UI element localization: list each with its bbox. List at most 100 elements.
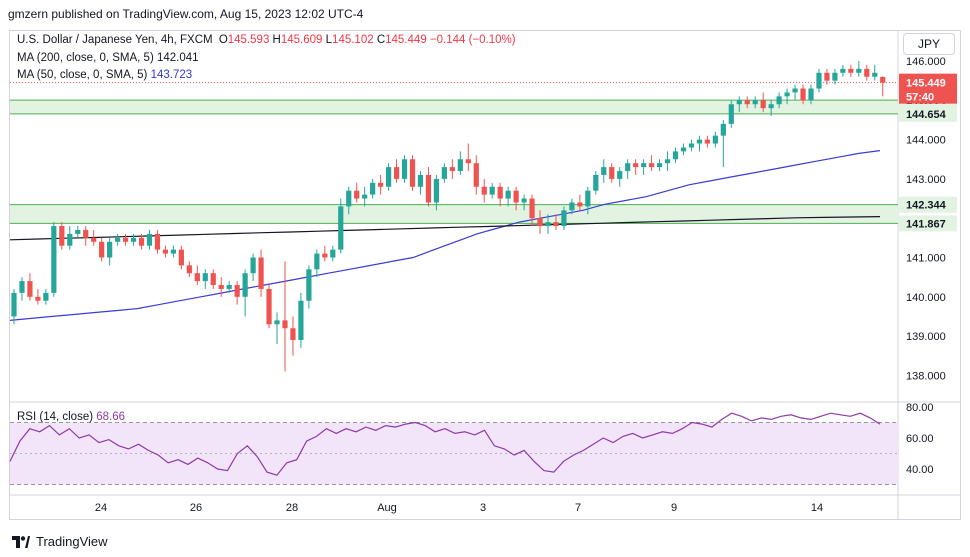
candle-body: [290, 328, 296, 341]
candle-body: [617, 171, 623, 179]
candle-body: [441, 167, 447, 179]
price-tick-label: 144.000: [906, 135, 946, 147]
price-tick-label: 143.000: [906, 174, 946, 186]
high-value: 145.609: [280, 34, 323, 46]
ma50-label: MA (50, close, 0, SMA, 5): [17, 69, 148, 81]
candle-body: [409, 159, 416, 187]
candle-body: [569, 202, 575, 211]
candle-body: [122, 237, 129, 242]
candle-body: [824, 72, 830, 81]
low-label: L: [325, 34, 333, 46]
ma200-value: 142.041: [156, 52, 199, 64]
candle-body: [656, 163, 663, 168]
candle-body: [130, 237, 137, 242]
candle-body: [593, 174, 599, 191]
candle-body: [162, 249, 169, 254]
last-price-tag: 145.449: [906, 78, 946, 90]
candle-body: [545, 222, 551, 227]
low-value: 145.102: [332, 34, 374, 46]
candle-body: [115, 237, 121, 242]
tag-zone1-bottom: 144.654: [906, 109, 947, 121]
time-tick-label: Aug: [377, 502, 397, 514]
tradingview-logo-icon: [12, 535, 30, 548]
footer-brand: TradingView: [36, 534, 108, 549]
candle-body: [688, 143, 695, 148]
candle-body: [11, 292, 17, 317]
candle-body: [425, 174, 432, 203]
candle-body: [218, 285, 224, 289]
candle-body: [481, 186, 487, 195]
candle-body: [649, 163, 655, 168]
candle-body: [234, 285, 240, 297]
candle-body: [306, 269, 312, 301]
candle-body: [258, 257, 264, 289]
currency-button[interactable]: JPY: [903, 33, 955, 55]
candle-body: [274, 320, 280, 325]
candle-body: [808, 88, 814, 101]
candle-body: [354, 190, 360, 199]
countdown-tag: 57:40: [906, 92, 934, 104]
change-value: −0.144 (−0.10%): [429, 34, 516, 46]
candle-body: [194, 273, 200, 282]
candle-body: [784, 92, 790, 97]
candle-body: [473, 163, 479, 187]
candle-body: [800, 88, 806, 101]
candle-body: [242, 273, 248, 297]
candle-body: [146, 233, 153, 246]
candle-body: [378, 182, 384, 187]
tag-zone2-bottom: 141.867: [906, 218, 946, 230]
tag-zone2-top: 142.344: [906, 200, 947, 212]
candle-body: [362, 194, 368, 199]
price-tick-label: 138.000: [906, 370, 946, 382]
ma200-legend[interactable]: MA (200, close, 0, SMA, 5) 142.041: [17, 52, 199, 64]
rsi-legend[interactable]: RSI (14, close) 68.66: [17, 411, 125, 423]
candle-body: [170, 249, 176, 254]
ma50-legend[interactable]: MA (50, close, 0, SMA, 5) 143.723: [17, 69, 192, 81]
candle-body: [19, 281, 25, 293]
candle-body: [330, 249, 336, 258]
candle-body: [99, 241, 105, 258]
candle-body: [314, 253, 320, 270]
tradingview-footer[interactable]: TradingView: [12, 534, 108, 549]
candle-body: [186, 265, 192, 274]
candle-body: [433, 178, 440, 203]
high-label: H: [272, 34, 281, 46]
time-tick-label: 26: [190, 502, 202, 514]
rsi-label: RSI (14, close): [17, 411, 94, 423]
tag-zone2-bottom-bg: [899, 215, 957, 232]
candle-body: [370, 182, 376, 195]
candle-body: [154, 233, 161, 250]
candle-body: [338, 206, 344, 250]
candle-body: [250, 257, 256, 274]
candle-body: [728, 104, 734, 124]
chart-frame: [9, 30, 961, 520]
time-tick-label: 3: [480, 502, 486, 514]
rsi-line: [9, 412, 881, 476]
rsi-tick-label: 80.00: [906, 402, 934, 414]
rsi-band: [10, 422, 898, 485]
close-label: C: [376, 34, 386, 46]
candle-body: [322, 253, 328, 258]
candle-body: [736, 100, 742, 105]
candle-body: [880, 76, 886, 83]
candle-body: [872, 72, 878, 77]
candle-body: [505, 190, 511, 199]
time-tick-label: 24: [95, 502, 107, 514]
candle-body: [226, 285, 232, 289]
candle-body: [776, 96, 782, 105]
candle-body: [585, 190, 591, 207]
candle-body: [792, 88, 798, 93]
candle-body: [59, 226, 65, 246]
close-value: 145.449: [385, 34, 427, 46]
candle-body: [51, 226, 57, 293]
price-tick-label: 139.000: [906, 331, 946, 343]
rsi-tick-label: 40.00: [906, 464, 934, 476]
candle-body: [577, 202, 583, 207]
candle-body: [35, 296, 41, 301]
candle-body: [712, 135, 718, 144]
candle-body: [609, 167, 615, 179]
time-tick-label: 28: [286, 502, 298, 514]
candle-body: [202, 273, 208, 282]
candle-body: [664, 159, 671, 164]
